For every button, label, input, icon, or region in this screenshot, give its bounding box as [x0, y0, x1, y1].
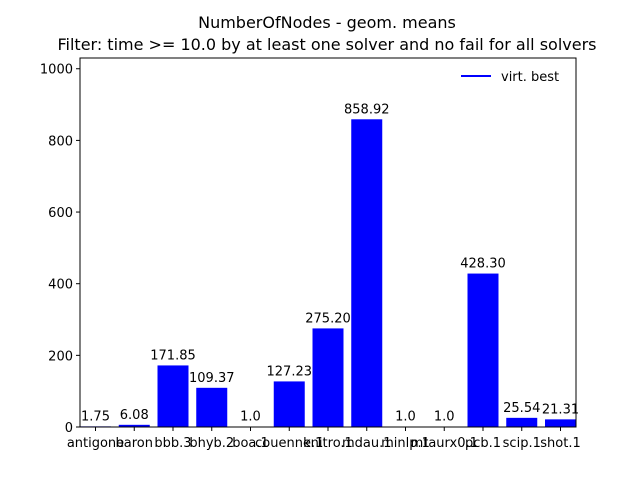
bar-value-label: 428.30 [460, 257, 506, 272]
bar-value-label: 1.0 [240, 410, 261, 425]
x-tick-label: pcb.1 [465, 436, 501, 451]
bar-couenne-1 [273, 381, 305, 427]
bar-bhyb-2 [196, 387, 228, 427]
legend-label: virt. best [501, 70, 559, 85]
x-tick-label: mdau.1 [342, 436, 392, 451]
x-tick-label: boa.1 [232, 436, 269, 451]
bar-value-label: 1.0 [395, 410, 416, 425]
x-tick-label: baron [116, 436, 153, 451]
chart-title: NumberOfNodes - geom. means [198, 13, 456, 32]
bar-value-label: 858.92 [344, 102, 390, 117]
bar-knitro-1 [312, 328, 344, 427]
plot-frame [79, 57, 577, 428]
legend: virt. best [461, 70, 559, 85]
bar-value-label: 275.20 [305, 311, 351, 326]
y-tick-label: 400 [48, 278, 73, 293]
x-tick-label: minlp.1 [381, 436, 430, 451]
bar-value-label: 127.23 [267, 364, 313, 379]
bar-value-label: 6.08 [120, 408, 149, 423]
bar-pcb-1 [467, 273, 499, 427]
x-tick-label: knitro.1 [303, 436, 353, 451]
x-tick-label: couenne.1 [255, 436, 323, 451]
bar-value-label: 25.54 [503, 401, 540, 416]
bar-value-label: 21.31 [542, 402, 579, 417]
bar-mdau-1 [351, 119, 383, 427]
bar-value-label: 1.75 [81, 409, 110, 424]
chart-subtitle: Filter: time >= 10.0 by at least one sol… [57, 35, 596, 54]
x-tick-label: bhyb.2 [189, 436, 234, 451]
x-tick-label: mtaurx0.1 [411, 436, 478, 451]
bar-bbb-3 [157, 365, 189, 427]
y-tick-label: 800 [48, 134, 73, 149]
bar-value-labels: 1.75 6.08 171.85 109.37 1.0 127.23 275.20 858.9… [81, 102, 579, 424]
bar-shot-1 [545, 419, 576, 427]
y-axis: 0 200 400 600 800 1000 [40, 63, 80, 436]
y-tick-label: 200 [48, 349, 73, 364]
bars-layer [80, 119, 576, 428]
y-tick-label: 0 [65, 421, 73, 436]
y-tick-label: 1000 [40, 63, 73, 78]
bar-scip-1 [506, 417, 538, 427]
x-tick-label: scip.1 [503, 436, 541, 451]
x-tick-label: shot.1 [540, 436, 580, 451]
bar-baron [118, 424, 150, 427]
x-tick-label: antigone [67, 436, 124, 451]
bar-value-label: 109.37 [189, 371, 235, 386]
x-tick-label: bbb.3 [154, 436, 191, 451]
y-tick-label: 600 [48, 206, 73, 221]
bar-value-label: 171.85 [150, 348, 196, 363]
bar-value-label: 1.0 [434, 410, 455, 425]
